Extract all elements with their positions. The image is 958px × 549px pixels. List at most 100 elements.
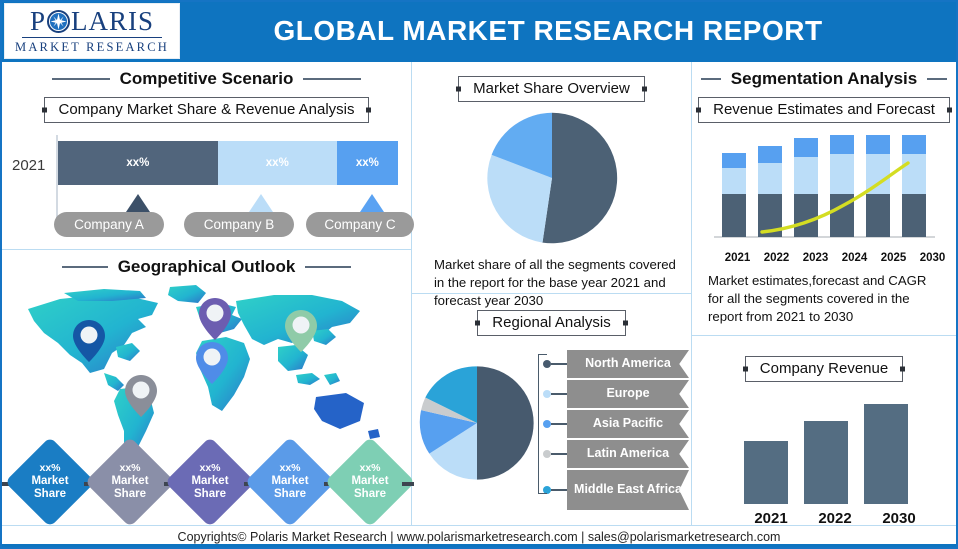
x-tick-2022: 2022	[818, 510, 852, 527]
market-share-overview-pie	[412, 110, 691, 246]
title-rule-left	[51, 78, 110, 80]
section-heading: Geographical Outlook	[117, 257, 296, 276]
competitive-scenario-panel: Competitive Scenario Company Market Shar…	[2, 62, 414, 250]
legend-connector	[551, 453, 567, 455]
connector-line-5	[402, 482, 414, 486]
legend-dot	[543, 450, 551, 458]
revenue-estimates-label-box: Revenue Estimates and Forecast	[698, 97, 950, 123]
legend-dot	[543, 486, 551, 494]
left-column: Competitive Scenario Company Market Shar…	[2, 62, 416, 528]
diamond-pct: xx%	[279, 462, 301, 475]
diamond-pct: xx%	[39, 462, 61, 475]
diamond-line2: Share	[274, 488, 306, 501]
section-heading: Competitive Scenario	[119, 69, 294, 88]
bar-year-label: 2021	[12, 157, 46, 174]
regional-analysis-label-box: Regional Analysis	[477, 310, 626, 336]
diamond-line2: Share	[194, 488, 226, 501]
legend-item-middle-east-africa[interactable]: Middle East Africa	[538, 470, 689, 510]
footer-text: Copyrights© Polaris Market Research | ww…	[177, 529, 781, 544]
legend-pill-company-b: Company B	[184, 212, 294, 237]
segmentation-x-axis: 2021 2022 2023 2024 2025 2030	[692, 252, 956, 264]
diamond-pct: xx%	[359, 462, 381, 475]
legend-dot	[543, 420, 551, 428]
bar-segment-company-c: xx%	[336, 141, 398, 185]
x-tick-2022: 2022	[763, 252, 790, 264]
diamond-line2: Share	[354, 488, 386, 501]
legend-ribbon: Asia Pacific	[567, 410, 689, 438]
legend-pill-company-a: Company A	[54, 212, 164, 237]
legend-ribbon: North America	[567, 350, 689, 378]
legend-pill-company-c: Company C	[306, 212, 414, 237]
box-label: Company Market Share & Revenue Analysis	[58, 101, 355, 118]
right-column: Segmentation Analysis Revenue Estimates …	[692, 62, 956, 527]
compass-star-icon	[47, 9, 70, 33]
company-legend-pills: Company A Company B Company C	[16, 212, 414, 238]
competitive-scenario-title: Competitive Scenario	[2, 62, 411, 91]
diamond-line1: Market	[191, 474, 229, 487]
x-tick-2025: 2025	[880, 252, 907, 264]
diamond-line1: Market	[351, 474, 389, 487]
legend-dot	[543, 360, 551, 368]
legend-bracket	[538, 354, 547, 494]
title-rule-left	[700, 78, 721, 80]
regional-analysis-legend: North America Europe Asia Pacific	[538, 350, 689, 512]
title-rule-right	[303, 78, 362, 80]
diamond-line1: Market	[31, 474, 69, 487]
diamond-line1: Market	[271, 474, 309, 487]
box-label: Market Share Overview	[473, 80, 630, 97]
segmentation-analysis-panel: Segmentation Analysis Revenue Estimates …	[692, 62, 956, 336]
stacked-bar: xx% xx% xx%	[58, 141, 398, 185]
geographical-outlook-panel: Geographical Outlook	[2, 250, 416, 528]
legend-item-asia-pacific[interactable]: Asia Pacific	[538, 410, 689, 438]
title-rule-right	[305, 266, 352, 268]
company-revenue-x-axis: 2021 2022 2030	[748, 510, 956, 527]
diamond-line2: Share	[34, 488, 66, 501]
logo-divider	[22, 36, 162, 38]
legend-ribbon: Europe	[567, 380, 689, 408]
section-heading: Segmentation Analysis	[730, 69, 918, 88]
legend-ribbon: Middle East Africa	[567, 470, 689, 510]
diamond-line1: Market	[111, 474, 149, 487]
chart-axis	[56, 135, 58, 227]
diamond-share-4: xx% Market Share	[244, 436, 336, 528]
legend-item-north-america[interactable]: North America	[538, 350, 689, 378]
company-revenue-label-box: Company Revenue	[744, 356, 904, 382]
diamond-pct: xx%	[199, 462, 221, 475]
legend-ribbon: Latin America	[567, 440, 689, 468]
regional-analysis-panel: Regional Analysis	[412, 294, 691, 527]
logo-subtitle: MARKET RESEARCH	[15, 39, 169, 54]
content-grid: Competitive Scenario Company Market Shar…	[2, 62, 956, 528]
diamond-share-3: xx% Market Share	[164, 436, 256, 528]
legend-connector	[551, 423, 567, 425]
page-title: GLOBAL MARKET RESEARCH REPORT	[273, 15, 823, 46]
company-revenue-panel: Company Revenue 2021 2022 2030	[692, 336, 956, 527]
polaris-logo: P LARIS MARKET RESEARCH	[4, 3, 180, 59]
box-label: Company Revenue	[759, 360, 889, 377]
diamond-pct: xx%	[119, 462, 141, 475]
bar-segment-company-a: xx%	[58, 141, 218, 185]
middle-column: Market Share Overview Market share of al…	[412, 62, 692, 527]
legend-connector	[551, 363, 567, 365]
box-label: Revenue Estimates and Forecast	[713, 101, 935, 118]
x-tick-2021: 2021	[754, 510, 788, 527]
x-tick-2023: 2023	[802, 252, 829, 264]
page-header: P LARIS MARKET RESEARCH GLOBAL MARKET RE…	[2, 2, 956, 62]
footer-accent-bar	[2, 544, 956, 547]
logo-letter-p: P	[29, 5, 46, 36]
x-tick-2021: 2021	[724, 252, 751, 264]
segmentation-caption: Market estimates,forecast and CAGR for a…	[708, 273, 927, 325]
legend-connector	[551, 489, 567, 491]
regional-market-share-diamonds: xx% Market Share xx% Market Share	[2, 436, 416, 528]
diamond-share-1: xx% Market Share	[4, 436, 96, 528]
company-market-share-label-box: Company Market Share & Revenue Analysis	[43, 97, 370, 123]
logo-wordmark: P LARIS	[29, 5, 154, 36]
page-footer: Copyrights© Polaris Market Research | ww…	[2, 525, 956, 547]
legend-item-latin-america[interactable]: Latin America	[538, 440, 689, 468]
diamond-line2: Share	[114, 488, 146, 501]
x-tick-2030: 2030	[882, 510, 916, 527]
diamond-share-2: xx% Market Share	[84, 436, 176, 528]
legend-item-europe[interactable]: Europe	[538, 380, 689, 408]
x-tick-2024: 2024	[841, 252, 868, 264]
legend-dot	[543, 390, 551, 398]
